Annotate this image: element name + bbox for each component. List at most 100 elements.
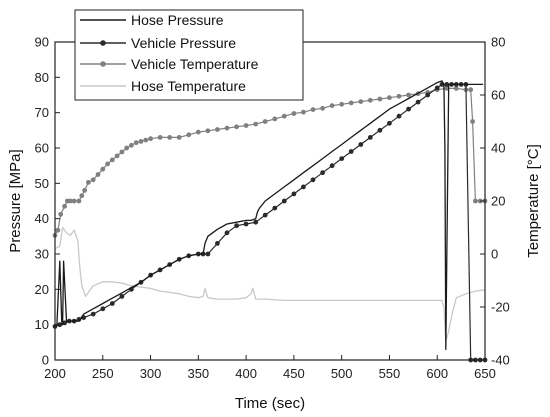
point-vehicle-temperature-13	[100, 166, 106, 172]
x-tick-label-650: 650	[474, 366, 496, 381]
series-vehicle-temperature	[52, 86, 488, 238]
point-vehicle-temperature-27	[186, 132, 192, 138]
x-tick-label-350: 350	[187, 366, 209, 381]
point-vehicle-pressure-37	[367, 135, 373, 140]
point-vehicle-pressure-27	[272, 205, 278, 211]
legend-marker-vehicle-temperature	[100, 61, 106, 67]
point-vehicle-pressure-21	[215, 241, 220, 246]
y-right-tick-label--20: -20	[491, 300, 510, 315]
point-vehicle-temperature-38	[291, 111, 297, 116]
point-vehicle-temperature-6	[71, 198, 77, 204]
series-line-hose-pressure	[56, 80, 484, 351]
x-axis: 200 250 300 350 400 450 500 550 600 650	[44, 355, 496, 381]
point-vehicle-temperature-1	[55, 227, 61, 233]
x-tick-label-250: 250	[92, 366, 114, 381]
x-tick-label-400: 400	[235, 366, 257, 381]
point-vehicle-pressure-32	[320, 170, 325, 176]
point-vehicle-temperature-7	[76, 198, 82, 204]
series-line-vehicle-temperature	[54, 87, 485, 236]
point-vehicle-temperature-49	[396, 93, 402, 99]
point-vehicle-temperature-26	[176, 135, 182, 140]
point-vehicle-temperature-20	[133, 140, 139, 146]
point-vehicle-temperature-25	[167, 135, 173, 140]
point-vehicle-temperature-17	[119, 149, 125, 155]
point-vehicle-pressure-30	[301, 184, 306, 190]
legend-item-hose-temperature: Hose Temperature	[80, 78, 246, 94]
point-vehicle-temperature-36	[272, 116, 278, 122]
point-vehicle-pressure-2	[62, 320, 67, 326]
point-vehicle-pressure-29	[291, 191, 297, 197]
x-tick-label-300: 300	[140, 366, 162, 381]
point-vehicle-temperature-37	[281, 113, 287, 119]
point-vehicle-temperature-55	[453, 86, 459, 91]
y-axis-left-title: Pressure [MPa]	[7, 149, 24, 252]
y-right-tick-label-40: 40	[491, 141, 505, 156]
plot-lines	[52, 80, 488, 363]
y-right-tick-label-80: 80	[491, 35, 505, 50]
point-vehicle-temperature-29	[205, 128, 211, 134]
point-vehicle-pressure-38	[377, 127, 383, 133]
point-vehicle-temperature-41	[320, 105, 325, 111]
y-axis-left: 0 10 20 30 40 50 60 70 80 90	[35, 35, 60, 368]
point-vehicle-temperature-22	[143, 137, 149, 143]
point-vehicle-temperature-35	[262, 119, 268, 124]
point-vehicle-pressure-8	[100, 306, 106, 312]
point-vehicle-pressure-46	[444, 82, 450, 87]
y-axis-right-title: Temperature [°C]	[525, 144, 542, 258]
point-vehicle-temperature-32	[234, 124, 240, 130]
point-vehicle-pressure-25	[253, 219, 259, 225]
point-vehicle-pressure-35	[348, 149, 354, 154]
point-vehicle-temperature-47	[377, 96, 383, 102]
point-vehicle-pressure-31	[310, 177, 316, 183]
point-vehicle-pressure-26	[262, 212, 268, 218]
point-vehicle-temperature-48	[387, 95, 392, 101]
point-vehicle-temperature-21	[138, 139, 144, 144]
point-vehicle-temperature-2	[58, 211, 64, 217]
point-vehicle-temperature-11	[90, 177, 96, 183]
point-vehicle-temperature-43	[339, 101, 345, 107]
point-vehicle-temperature-46	[367, 97, 373, 103]
y-left-tick-label-60: 60	[35, 141, 49, 156]
y-right-tick-label-20: 20	[491, 194, 505, 209]
point-vehicle-temperature-10	[86, 180, 91, 185]
legend-frame	[74, 9, 304, 101]
point-vehicle-temperature-59	[473, 198, 478, 204]
point-vehicle-temperature-45	[358, 99, 364, 104]
point-vehicle-temperature-14	[105, 161, 110, 167]
y-left-tick-label-50: 50	[35, 176, 49, 191]
x-tick-label-500: 500	[331, 366, 353, 381]
y-left-tick-label-30: 30	[35, 247, 49, 262]
y-left-tick-label-10: 10	[35, 317, 49, 332]
y-right-tick-label--40: -40	[491, 353, 510, 368]
point-vehicle-temperature-19	[129, 142, 134, 148]
point-vehicle-pressure-40	[396, 113, 402, 119]
point-vehicle-pressure-41	[406, 106, 411, 112]
y-left-tick-label-80: 80	[35, 70, 49, 85]
legend-item-vehicle-pressure: Vehicle Pressure	[80, 35, 236, 51]
point-vehicle-pressure-43	[425, 92, 431, 98]
point-vehicle-pressure-33	[329, 163, 335, 169]
point-vehicle-temperature-28	[195, 129, 201, 135]
point-vehicle-temperature-31	[224, 125, 230, 131]
point-vehicle-pressure-10	[119, 294, 125, 299]
x-tick-label-450: 450	[283, 366, 305, 381]
point-vehicle-pressure-22	[224, 230, 230, 236]
point-vehicle-temperature-12	[95, 172, 101, 177]
point-vehicle-temperature-16	[114, 153, 120, 159]
point-vehicle-pressure-7	[90, 311, 96, 317]
y-left-tick-label-70: 70	[35, 105, 49, 120]
point-vehicle-temperature-15	[109, 157, 115, 163]
point-vehicle-temperature-24	[157, 135, 163, 140]
point-vehicle-pressure-44	[434, 85, 440, 91]
y-axis-right: -40 -20 0 20 40 60 80	[480, 35, 510, 368]
point-vehicle-temperature-8	[79, 193, 85, 199]
point-vehicle-temperature-42	[329, 103, 335, 108]
point-vehicle-pressure-39	[387, 120, 392, 126]
point-vehicle-pressure-9	[109, 301, 115, 306]
legend-item-hose-pressure: Hose Pressure	[80, 12, 224, 28]
point-vehicle-pressure-36	[358, 142, 364, 147]
series-line-hose-temperature	[54, 226, 486, 343]
y-left-tick-label-90: 90	[35, 35, 49, 50]
point-vehicle-temperature-18	[124, 145, 130, 151]
x-tick-label-550: 550	[379, 366, 401, 381]
